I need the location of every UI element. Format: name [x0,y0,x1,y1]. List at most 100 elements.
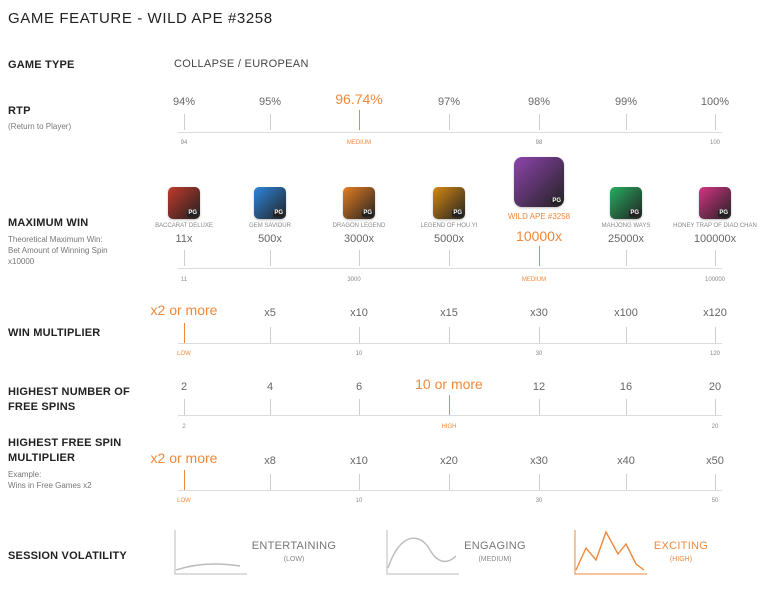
free_mult-tick [359,474,360,490]
volatility-label: ENTERTAINING [251,540,337,552]
volatility-label: ENGAGING [464,540,526,552]
win_mult-baseline [178,343,722,344]
game-type-value: COLLAPSE / EUROPEAN [174,58,309,70]
free_mult-tick [626,474,627,490]
free_spins-tick [715,399,716,415]
max-win-baseline [178,268,722,269]
free_mult-value: x10 [350,455,368,467]
free_mult-value: x2 or more [150,450,218,466]
max-win-label: MAXIMUM WIN [8,217,89,229]
free_spins-tick [539,399,540,415]
max-win-scale-label: 100000 [704,277,726,283]
win_mult-value: x100 [614,307,638,319]
max-win-scale-label: MEDIUM [521,277,547,283]
win_mult-value: x2 or more [150,302,218,318]
rtp-scale-label: 98 [535,140,543,146]
pg-badge: PG [629,210,640,217]
pg-badge: PG [452,210,463,217]
honey-trap-icon: PG [699,187,731,219]
free_spins-tick [449,395,450,415]
max-win-scale-label: 11 [180,277,188,283]
volatility-level: (LOW) [283,556,305,563]
graph-axis [174,530,247,575]
baccarat-deluxe-icon: PG [168,187,200,219]
free_mult-baseline [178,490,722,491]
win_mult-tick [270,327,271,343]
pg-badge: PG [273,210,284,217]
win-multiplier-label: WIN MULTIPLIER [8,327,101,339]
win_mult-value: x15 [440,307,458,319]
dragon-legend-icon: PG [343,187,375,219]
free_spins-value: 6 [355,381,363,393]
graph-axis [574,530,647,575]
win_mult-value: x5 [264,307,276,319]
max-win-tick [449,250,450,266]
legend-of-hou-yi-icon: PG [433,187,465,219]
free_spins-value: 2 [180,381,188,393]
free_spins-scale-label: 2 [182,424,186,430]
win_mult-scale-label: LOW [177,351,191,357]
max-win-value: 500x [258,233,282,245]
rtp-label: RTP [8,105,31,117]
free_mult-tick [539,474,540,490]
game-type-label: GAME TYPE [8,59,75,71]
win_mult-tick [449,327,450,343]
win_mult-scale-label: 120 [709,351,720,357]
rtp-sub: (Return to Player) [8,122,72,131]
gem-saviour-icon: PG [254,187,286,219]
free_mult-value: x20 [440,455,458,467]
wild-ape-icon: PG [514,157,564,207]
game-name: MAHJONG WAYS [601,223,651,229]
graph-curve [387,537,457,569]
max-win-value: 5000x [434,233,464,245]
free_mult-tick [184,470,185,490]
pg-badge: PG [362,210,373,217]
free_spins-value: 12 [532,381,546,393]
free_spins-baseline [178,415,722,416]
volatility-graph-icon [574,530,647,575]
win_mult-value: x10 [350,307,368,319]
max-win-tick [359,250,360,266]
rtp-tick [184,114,185,130]
pg-badge: PG [718,210,729,217]
rtp-tick [626,114,627,130]
free_spins-value: 4 [266,381,274,393]
win_mult-tick [715,327,716,343]
rtp-value: 100% [700,96,730,108]
free_mult-scale-label: 10 [355,498,363,504]
free_mult-tick [715,474,716,490]
max-win-sub-2: Bet Amount of Winning Spin [8,246,108,255]
rtp-tick [449,114,450,130]
max-win-sub-3: x10000 [8,257,35,266]
free_spins-value: 16 [619,381,633,393]
free_spins-scale-label: HIGH [441,424,457,430]
max-win-value: 10000x [516,228,562,244]
free_spins-value: 10 or more [415,376,483,392]
rtp-scale-label: 100 [709,140,720,146]
free_mult-value: x30 [530,455,548,467]
volatility-level: (MEDIUM) [478,556,512,563]
max-win-tick [715,250,716,266]
free-spins-label: HIGHEST NUMBER OF FREE SPINS [8,386,130,413]
game-name: WILD APE #3258 [507,212,571,221]
free_mult-value: x50 [706,455,724,467]
free_spins-tick [184,399,185,415]
free_mult-value: x8 [264,455,276,467]
max-win-value: 3000x [344,233,374,245]
free-mult-sub-2: Wins in Free Games x2 [8,481,92,490]
max-win-tick [270,250,271,266]
win_mult-value: x30 [530,307,548,319]
rtp-value: 97% [437,96,461,108]
game-name: HONEY TRAP OF DIAO CHAN [673,223,757,229]
free_mult-scale-label: 50 [711,498,719,504]
rtp-value: 99% [614,96,638,108]
rtp-baseline [178,132,722,133]
free_mult-scale-label: LOW [177,498,191,504]
free_mult-scale-label: 30 [535,498,543,504]
graph-curve [175,563,241,571]
game-name: BACCARAT DELUXE [155,223,213,229]
win_mult-tick [184,323,185,343]
free_mult-tick [270,474,271,490]
max-win-value: 11x [175,233,193,245]
free_spins-value: 20 [708,381,722,393]
